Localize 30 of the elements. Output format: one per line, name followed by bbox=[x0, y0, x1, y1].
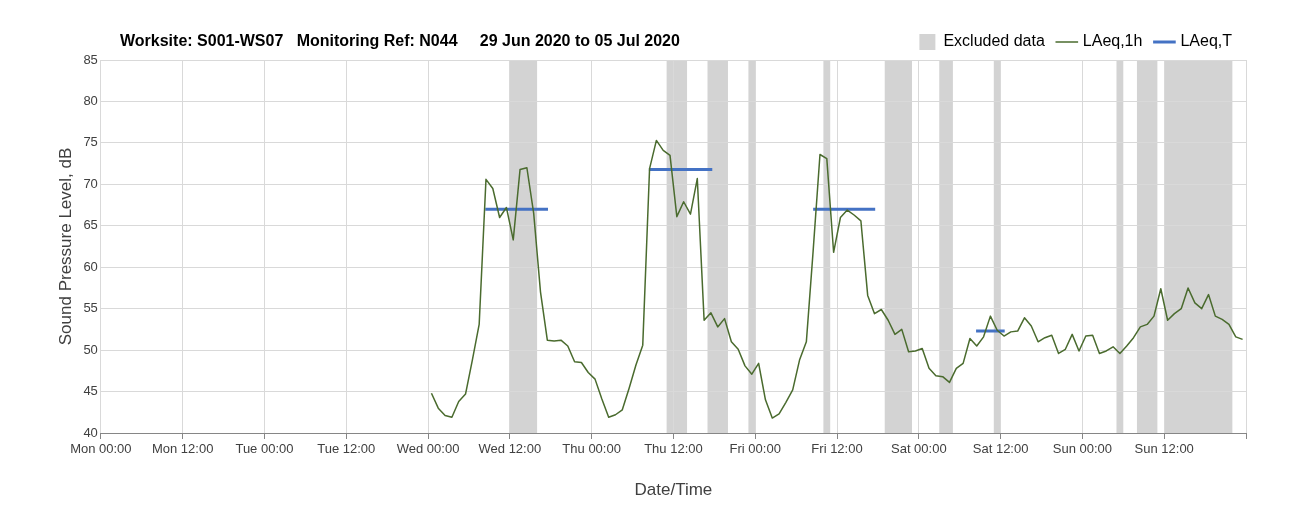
x-tick-label: Thu 00:00 bbox=[562, 441, 621, 457]
y-tick-label: 85 bbox=[83, 51, 98, 67]
y-tick-label: 70 bbox=[83, 175, 98, 191]
x-tick-label: Wed 12:00 bbox=[478, 441, 542, 457]
y-tick-label: 50 bbox=[83, 341, 98, 357]
x-tick-label: Tue 12:00 bbox=[317, 441, 376, 457]
x-tick-label: Tue 00:00 bbox=[235, 441, 294, 457]
x-tick-label: Wed 00:00 bbox=[396, 441, 460, 457]
y-tick-label: 40 bbox=[83, 424, 98, 440]
x-tick-label: Sat 12:00 bbox=[972, 441, 1029, 457]
x-tick-label: Fri 12:00 bbox=[811, 441, 863, 457]
x-tick-label: Mon 00:00 bbox=[70, 441, 132, 457]
x-tick-label: Sun 00:00 bbox=[1052, 441, 1113, 457]
x-tick-label: Thu 12:00 bbox=[644, 441, 703, 457]
y-tick-label: 45 bbox=[83, 383, 98, 399]
y-axis-title: Sound Pressure Level, dB bbox=[55, 147, 75, 346]
x-tick-label: Fri 00:00 bbox=[729, 441, 781, 457]
y-tick-label: 80 bbox=[83, 93, 98, 109]
legend-label: LAeq,1h bbox=[1082, 32, 1143, 50]
y-tick-label: 60 bbox=[83, 258, 98, 274]
legend-label: Excluded data bbox=[943, 32, 1045, 50]
y-tick-label: 65 bbox=[83, 217, 98, 233]
x-tick-label: Sat 00:00 bbox=[890, 441, 947, 457]
x-tick-label: Mon 12:00 bbox=[151, 441, 214, 457]
x-tick-label: Sun 12:00 bbox=[1134, 441, 1194, 457]
y-tick-label: 75 bbox=[83, 134, 98, 150]
x-axis-title: Date/Time bbox=[634, 480, 713, 500]
y-tick-label: 55 bbox=[83, 300, 98, 316]
legend-label: LAeq,T bbox=[1180, 32, 1233, 50]
chart-title: Worksite: S001-WS07 Monitoring Ref: N044 29 Jun 2020 to 05 Jul 2020 bbox=[120, 32, 680, 50]
